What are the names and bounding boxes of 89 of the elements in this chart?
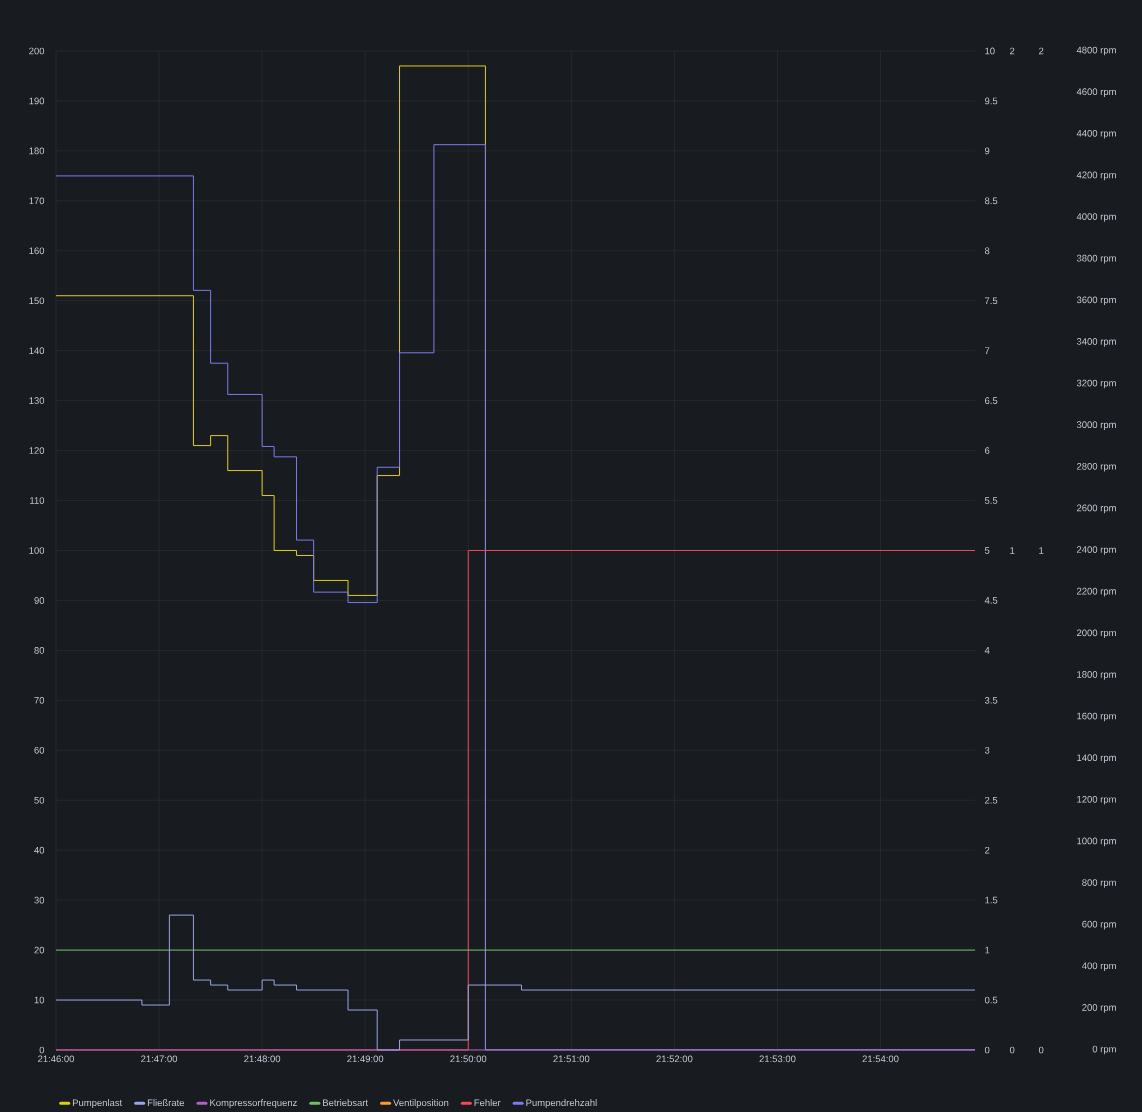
y-tick-label: 180 xyxy=(29,147,45,155)
y3-tick-label: 2.5 xyxy=(985,796,998,804)
y3-tick-label: 4.5 xyxy=(984,597,998,604)
legend-label: Fehler xyxy=(474,1099,501,1107)
text: 0 xyxy=(1038,1046,1044,1054)
y2-tick-label: 3600 rpm xyxy=(1076,296,1116,306)
legend-label: Fließrate xyxy=(147,1099,185,1107)
y-tick-label: 90 xyxy=(34,597,45,604)
x-tick-label: 21:50:00 xyxy=(450,1055,487,1063)
y-tick-label: 160 xyxy=(29,247,45,255)
text: 1 xyxy=(1010,547,1015,554)
y2-tick-label: 200 rpm xyxy=(1082,1004,1116,1013)
y-tick-label: 130 xyxy=(29,397,45,404)
legend-label: Kompressorfrequenz xyxy=(210,1099,297,1108)
y-tick-label: 10 xyxy=(34,996,45,1004)
y-tick-label: 110 xyxy=(30,497,45,504)
x-tick-label: 21:54:00 xyxy=(862,1055,899,1063)
y2-tick-label: 4200 rpm xyxy=(1076,171,1116,181)
y3-tick-label: 7 xyxy=(985,347,990,354)
y2-tick-label: 1200 rpm xyxy=(1077,795,1116,805)
y-tick-label: 140 xyxy=(29,347,45,355)
y2-tick-label: 3400 rpm xyxy=(1076,338,1116,347)
y3-tick-label: 3.5 xyxy=(984,696,998,704)
y3-tick-label: 6.5 xyxy=(985,397,998,404)
y3-tick-label: 8 xyxy=(984,247,990,255)
y2-tick-label: 2600 rpm xyxy=(1076,504,1116,514)
y2-tick-label: 1400 rpm xyxy=(1077,754,1116,763)
y3-tick-label: 2 xyxy=(985,846,990,854)
y-tick-label: 70 xyxy=(34,696,45,704)
x-tick-label: 21:48:00 xyxy=(244,1055,281,1063)
y2-tick-label: 0 rpm xyxy=(1092,1045,1116,1055)
y2-tick-label: 4000 rpm xyxy=(1076,213,1116,222)
y2-tick-label: 4600 rpm xyxy=(1076,88,1116,97)
y3-tick-label: 0 xyxy=(984,1046,990,1054)
legend-label: Ventilposition xyxy=(393,1099,449,1108)
y2-tick-label: 4400 rpm xyxy=(1076,129,1116,139)
y2-tick-label: 800 rpm xyxy=(1082,879,1116,888)
y2-tick-label: 400 rpm xyxy=(1081,962,1116,972)
y3-tick-label: 0.5 xyxy=(984,996,998,1004)
text: 0 xyxy=(1009,1046,1015,1054)
y3-tick-label: 5.5 xyxy=(984,497,998,504)
y3-tick-label: 4 xyxy=(984,647,990,654)
y-tick-label: 120 xyxy=(29,447,45,454)
y2-tick-label: 3800 rpm xyxy=(1076,254,1116,264)
y2-tick-label: 2800 rpm xyxy=(1076,462,1116,472)
x-tick-label: 21:51:00 xyxy=(553,1055,590,1063)
y3-tick-label: 10 xyxy=(985,47,995,55)
y3-tick-label: 9.5 xyxy=(984,97,998,105)
legend-label: Pumpendrehzahl xyxy=(526,1099,597,1108)
text: 2 xyxy=(1010,47,1015,55)
y2-tick-label: 2400 rpm xyxy=(1076,546,1116,555)
y2-tick-label: 3000 rpm xyxy=(1076,421,1116,430)
y-tick-label: 20 xyxy=(34,946,45,954)
legend-label: Pumpenlast xyxy=(72,1099,123,1108)
text: 1 xyxy=(1039,547,1044,554)
y-tick-label: 80 xyxy=(34,647,45,654)
y3-tick-label: 7.5 xyxy=(985,297,998,305)
y-tick-label: 0 xyxy=(39,1046,45,1054)
y-tick-label: 60 xyxy=(34,746,45,754)
y3-tick-label: 6 xyxy=(985,447,990,454)
y2-tick-label: 1000 rpm xyxy=(1077,837,1116,847)
legend-label: Betriebsart xyxy=(323,1099,369,1107)
y3-tick-label: 1.5 xyxy=(985,896,998,904)
y2-tick-label: 2200 rpm xyxy=(1076,587,1116,597)
y2-tick-label: 4800 rpm xyxy=(1076,46,1116,56)
x-tick-label: 21:53:00 xyxy=(759,1055,796,1063)
y-tick-label: 170 xyxy=(29,197,45,205)
x-tick-label: 21:46:00 xyxy=(38,1055,75,1063)
y2-tick-label: 1800 rpm xyxy=(1077,671,1116,680)
y-tick-label: 200 xyxy=(29,47,45,55)
text: 2 xyxy=(1039,47,1044,55)
y-tick-label: 150 xyxy=(29,297,45,305)
y-tick-label: 40 xyxy=(34,846,45,854)
y-tick-label: 30 xyxy=(34,896,45,904)
y3-tick-label: 3 xyxy=(984,746,990,754)
y-tick-label: 190 xyxy=(29,97,45,105)
y2-tick-label: 1600 rpm xyxy=(1077,712,1116,722)
x-tick-label: 21:52:00 xyxy=(656,1055,693,1063)
y3-tick-label: 9 xyxy=(984,147,990,155)
y-tick-label: 100 xyxy=(29,547,45,554)
y-tick-label: 50 xyxy=(34,796,45,804)
y3-tick-label: 5 xyxy=(984,547,990,554)
y3-tick-label: 8.5 xyxy=(984,197,998,205)
x-tick-label: 21:47:00 xyxy=(141,1055,178,1063)
y2-tick-label: 600 rpm xyxy=(1082,920,1116,930)
y2-tick-label: 3200 rpm xyxy=(1076,379,1116,389)
x-tick-label: 21:49:00 xyxy=(347,1055,384,1063)
y2-tick-label: 2000 rpm xyxy=(1076,629,1116,639)
y3-tick-label: 1 xyxy=(985,946,990,954)
